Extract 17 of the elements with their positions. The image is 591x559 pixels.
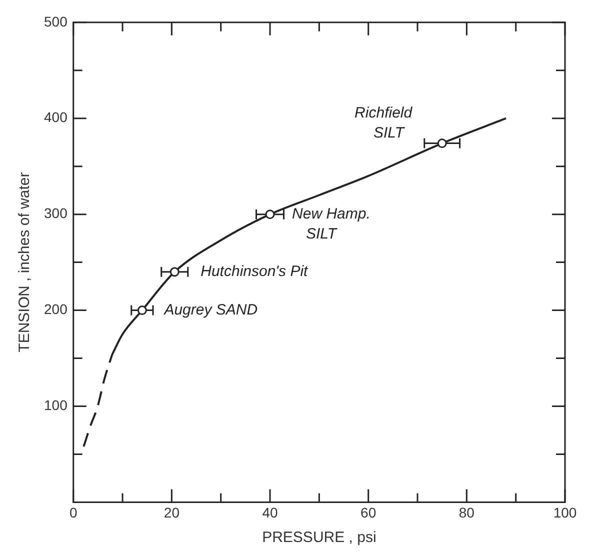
annotation: Richfield SILT — [354, 104, 413, 142]
x-tick-label: 100 — [553, 504, 577, 520]
annotation: New Hamp. SILT — [292, 205, 370, 242]
x-tick-label: 20 — [164, 504, 180, 520]
y-tick-label: 500 — [44, 13, 68, 30]
y-axis-title: TENSION , inches of water — [16, 172, 34, 352]
annotation: Augrey SAND — [163, 301, 258, 318]
x-tick-label: 0 — [69, 504, 78, 520]
y-tick-label: 400 — [44, 109, 68, 126]
x-tick-label: 60 — [360, 504, 376, 520]
x-axis-title: PRESSURE , psi — [262, 529, 376, 546]
y-tick-label: 300 — [44, 205, 68, 222]
x-tick-label: 40 — [262, 504, 278, 520]
x-tick-label: 80 — [458, 504, 475, 520]
annotation: Hutchinson's Pit — [200, 263, 309, 280]
y-tick-label: 100 — [44, 397, 68, 414]
y-tick-label: 200 — [44, 301, 68, 318]
